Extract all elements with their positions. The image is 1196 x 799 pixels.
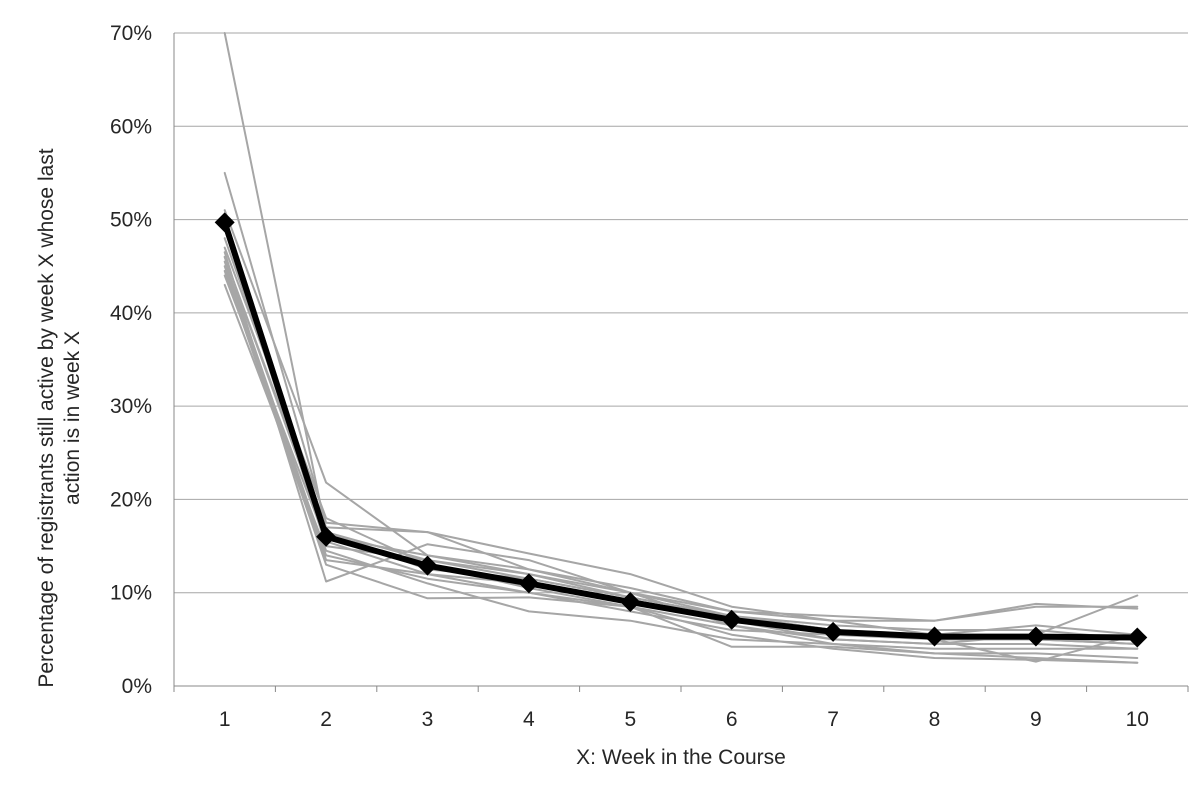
series-lines — [221, 32, 1141, 664]
course-series-line — [223, 251, 1139, 650]
y-tick-label: 20% — [110, 488, 152, 511]
average-markers — [214, 212, 1148, 648]
average-point-marker — [721, 609, 742, 630]
x-tick-label: 9 — [1030, 708, 1042, 731]
average-point-marker — [214, 212, 235, 233]
course-series-line — [223, 255, 1139, 663]
course-series-line — [223, 209, 1139, 645]
average-series-line — [221, 219, 1141, 641]
x-tick-label: 8 — [929, 708, 941, 731]
course-series-line — [223, 237, 1139, 622]
course-series-line — [223, 274, 1139, 664]
course-series-line — [223, 255, 1139, 636]
y-axis-title-line-2: action is in week X — [61, 331, 84, 505]
y-axis-title: Percentage of registrants still active b… — [35, 148, 84, 687]
average-point-marker — [924, 626, 945, 647]
tick-labels: 0% 10% 20% 30% 40% 50% 60% 70% 1 2 3 4 5 6 7 8 9 10 — [110, 22, 1149, 731]
x-tick-label: 4 — [523, 708, 535, 731]
x-tick-label: 1 — [219, 708, 231, 731]
y-tick-label: 40% — [110, 302, 152, 325]
y-tick-label: 60% — [110, 115, 152, 138]
y-tick-label: 0% — [122, 675, 152, 698]
course-series-line — [223, 246, 1139, 645]
y-tick-label: 30% — [110, 395, 152, 418]
course-series-line — [223, 171, 1139, 622]
average-point-marker — [518, 573, 539, 594]
average-point-marker — [620, 592, 641, 613]
course-series-line — [223, 269, 1139, 659]
y-axis-title-line-1: Percentage of registrants still active b… — [35, 148, 58, 687]
average-point-marker — [823, 621, 844, 642]
course-series-line — [223, 283, 1139, 664]
x-tick-label: 5 — [624, 708, 636, 731]
course-series-line — [223, 227, 1139, 641]
y-tick-label: 10% — [110, 582, 152, 605]
y-tick-label: 70% — [110, 22, 152, 45]
x-tick-label: 2 — [320, 708, 332, 731]
x-axis-title: X: Week in the Course — [576, 746, 786, 769]
y-tick-label: 50% — [110, 209, 152, 232]
x-tick-label: 6 — [726, 708, 738, 731]
axes — [173, 33, 1189, 692]
average-point-marker — [417, 555, 438, 576]
x-tick-label: 7 — [827, 708, 839, 731]
x-tick-label: 3 — [422, 708, 434, 731]
average-point-marker — [1025, 626, 1046, 647]
x-tick-label: 10 — [1126, 708, 1149, 731]
course-series-line — [223, 260, 1139, 645]
average-point-marker — [316, 526, 337, 547]
average-point-marker — [1127, 627, 1148, 648]
gridlines — [174, 32, 1188, 594]
